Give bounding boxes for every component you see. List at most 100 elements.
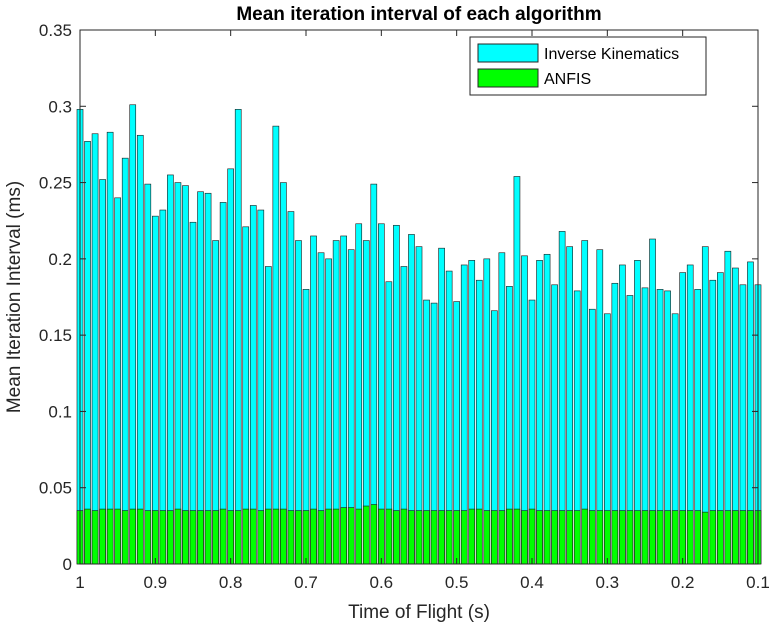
- bar-anfis: [679, 510, 686, 565]
- bar-anfis: [265, 508, 272, 565]
- bar-anfis: [701, 511, 709, 565]
- bar-anfis: [709, 510, 717, 565]
- legend-swatch-anfis: [477, 68, 539, 88]
- bar-anfis: [634, 510, 641, 565]
- bar-anfis: [468, 508, 476, 565]
- bar-anfis: [686, 510, 694, 565]
- bar-anfis: [604, 510, 611, 565]
- bar-anfis: [528, 508, 536, 565]
- bar-anfis: [724, 510, 732, 565]
- bar-anfis: [370, 504, 378, 565]
- bar-anfis: [558, 510, 566, 565]
- bar-anfis: [99, 508, 106, 565]
- bar-anfis: [438, 510, 445, 565]
- x-tick-label: 0.9: [144, 573, 168, 592]
- bar-inverse-kinematics: [197, 191, 204, 565]
- bar-anfis: [347, 507, 355, 565]
- bar-anfis: [385, 508, 393, 565]
- bar-anfis: [475, 508, 483, 565]
- bar-anfis: [136, 508, 144, 565]
- y-tick-label: 0.15: [39, 326, 72, 345]
- bar-anfis: [694, 510, 702, 565]
- y-tick-label: 0.2: [48, 250, 72, 269]
- bar-anfis: [664, 510, 671, 565]
- bar-anfis: [295, 510, 302, 565]
- bar-anfis: [129, 508, 137, 565]
- x-axis-ticks: 1 0.9 0.8 0.7 0.6 0.5 0.4 0.3 0.2 0.1: [75, 30, 770, 592]
- bar-inverse-kinematics: [84, 141, 91, 565]
- bar-inverse-kinematics: [106, 131, 114, 565]
- bar-anfis: [159, 510, 167, 565]
- bar-anfis: [445, 510, 453, 565]
- bar-anfis: [506, 508, 513, 565]
- bar-anfis: [227, 510, 234, 565]
- x-tick-label: 0.2: [671, 573, 695, 592]
- bar-inverse-kinematics: [144, 183, 152, 565]
- bar-inverse-kinematics: [129, 104, 137, 565]
- bar-anfis: [302, 510, 310, 565]
- legend-label-anfis: ANFIS: [544, 71, 591, 88]
- y-tick-label: 0.3: [48, 97, 72, 116]
- bar-anfis: [91, 510, 99, 565]
- y-tick-label: 0.25: [39, 174, 72, 193]
- bar-anfis: [106, 508, 114, 565]
- bar-anfis: [732, 510, 739, 565]
- bar-anfis: [234, 510, 242, 565]
- bar-anfis: [543, 510, 551, 565]
- bar-anfis: [483, 510, 491, 565]
- bar-anfis: [430, 510, 438, 565]
- bar-anfis: [671, 510, 679, 565]
- x-tick-label: 0.6: [370, 573, 394, 592]
- bar-anfis: [114, 508, 121, 565]
- bar-anfis: [121, 510, 129, 565]
- bar-inverse-kinematics: [121, 157, 129, 565]
- bar-anfis: [717, 510, 724, 565]
- bar-anfis: [423, 510, 430, 565]
- bar-anfis: [378, 508, 385, 565]
- bar-anfis: [656, 510, 664, 565]
- bar-anfis: [242, 508, 250, 565]
- bar-anfis: [174, 508, 182, 565]
- bar-anfis: [596, 510, 604, 565]
- bar-inverse-kinematics: [167, 174, 174, 565]
- bar-anfis: [581, 508, 589, 565]
- y-axis-label: Mean Iteration Interval (ms): [4, 181, 25, 413]
- bar-anfis: [182, 510, 189, 565]
- bar-anfis: [84, 508, 91, 565]
- legend-swatch-inverse-kinematics: [477, 43, 539, 63]
- bar-anfis: [197, 510, 204, 565]
- x-tick-label: 0.7: [294, 573, 318, 592]
- bar-anfis: [204, 510, 212, 565]
- x-tick-label: 0.5: [445, 573, 469, 592]
- bar-anfis: [325, 508, 332, 565]
- bar-anfis: [400, 508, 408, 565]
- bar-anfis: [332, 508, 340, 565]
- bar-inverse-kinematics: [99, 179, 106, 565]
- bar-inverse-kinematics: [280, 182, 287, 565]
- bar-inverse-kinematics: [272, 125, 280, 565]
- chart-title: Mean iteration interval of each algorith…: [236, 4, 601, 25]
- bar-anfis: [355, 508, 363, 565]
- legend-label-inverse-kinematics: Inverse Kinematics: [544, 46, 679, 63]
- y-tick-label: 0.1: [48, 402, 72, 421]
- bar-anfis: [212, 510, 219, 565]
- y-tick-label: 0.35: [39, 21, 72, 40]
- bar-inverse-kinematics: [136, 134, 144, 565]
- bar-anfis: [619, 510, 626, 565]
- bar-anfis: [362, 505, 370, 565]
- bar-inverse-kinematics: [174, 182, 182, 565]
- bar-anfis: [536, 510, 543, 565]
- x-tick-label: 0.3: [596, 573, 620, 592]
- bar-anfis: [152, 510, 159, 565]
- bar-anfis: [649, 510, 656, 565]
- x-tick-label: 0.1: [746, 573, 770, 592]
- y-tick-label: 0.05: [39, 479, 72, 498]
- bar-anfis: [453, 510, 460, 565]
- bar-inverse-kinematics: [513, 176, 521, 565]
- bar-anfis: [739, 510, 747, 565]
- x-axis-label: Time of Flight (s): [348, 602, 490, 623]
- bar-anfis: [513, 508, 521, 565]
- bar-inverse-kinematics: [204, 192, 212, 565]
- bar-anfis: [219, 508, 227, 565]
